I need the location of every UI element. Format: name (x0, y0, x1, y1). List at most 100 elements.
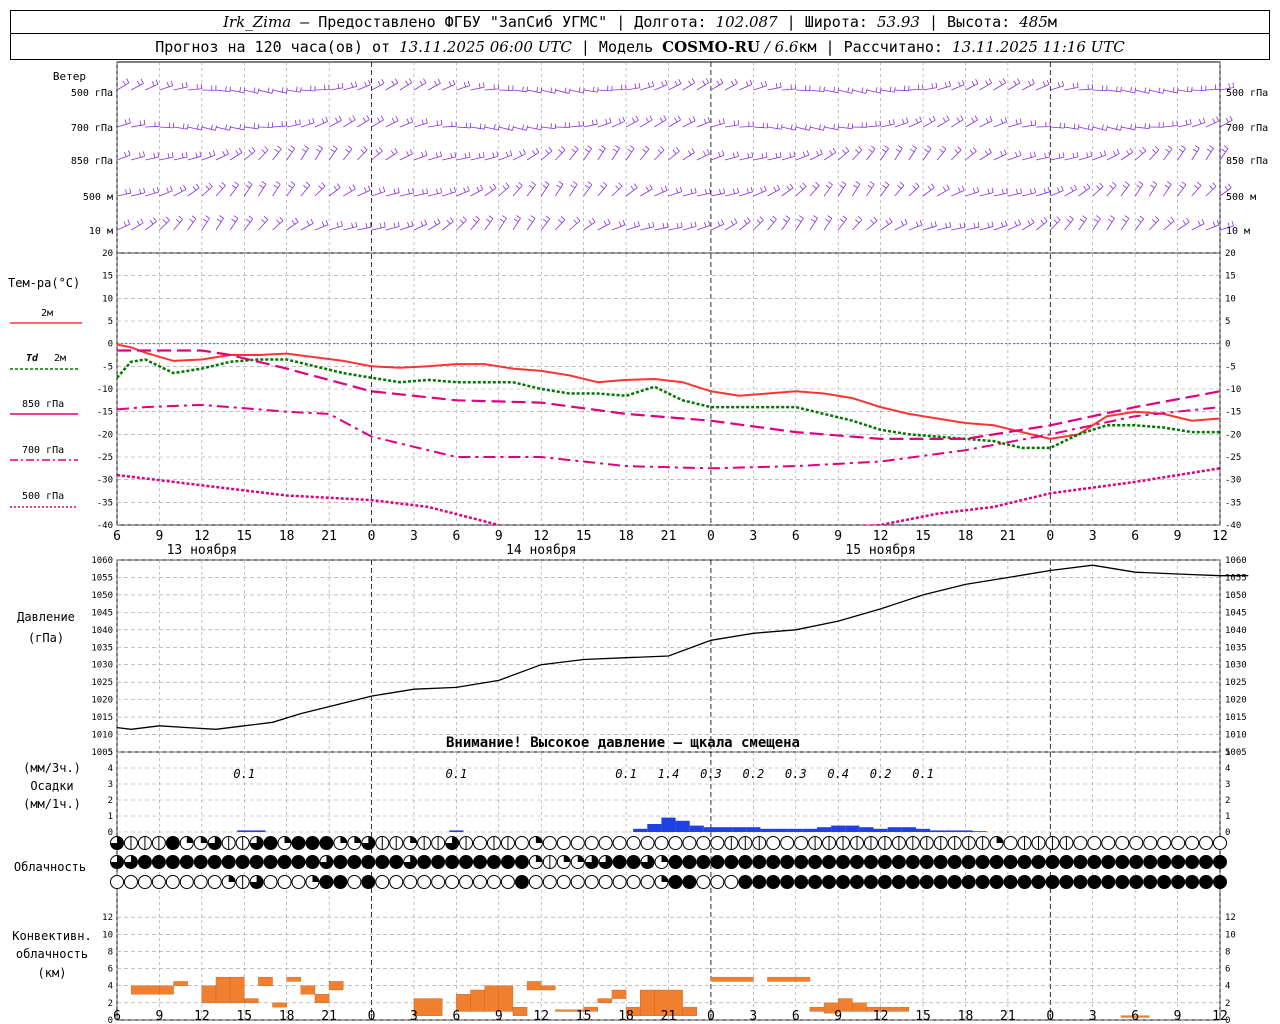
cloud-three-quarter (110, 836, 124, 850)
wind-barb (1163, 181, 1172, 197)
wind-barb (583, 217, 596, 231)
wind-barb (1163, 216, 1175, 231)
wind-barb (838, 123, 854, 130)
wind-barb (428, 119, 443, 128)
wind-barb (145, 121, 160, 128)
wind-barb (343, 115, 356, 128)
cloud-symbol (947, 875, 962, 889)
wind-barb (781, 83, 796, 91)
cloud-symbol (808, 836, 823, 850)
cloud-symbol (570, 836, 585, 850)
cloud-symbol (752, 855, 767, 869)
pres-tick-right: 1045 (1225, 608, 1247, 618)
cloud-symbol (375, 836, 390, 850)
cloud-circle (263, 855, 278, 869)
cloud-symbol (1031, 836, 1046, 850)
wind-barb (145, 79, 159, 91)
wind-barb (286, 119, 301, 128)
cloud-symbol (1087, 855, 1102, 869)
cloud-symbol (221, 855, 236, 869)
cloud-three-quarter (250, 875, 264, 889)
header-station-line: Irk_Zima – Предоставлено ФГБУ "ЗапСиб УГ… (10, 10, 1270, 34)
precip-bar (845, 825, 860, 832)
wind-label: Ветер (53, 70, 86, 83)
precip-bar (675, 820, 690, 832)
cloud-circle (682, 855, 697, 869)
hour-label-top: 9 (156, 529, 164, 544)
conv-bar (484, 985, 500, 1012)
cloud-symbol (542, 875, 557, 889)
conv-bar (852, 1002, 867, 1012)
temp-tick-right: 20 (1225, 249, 1236, 259)
cloud-three-quarter (599, 855, 613, 869)
cloud-symbol (473, 836, 488, 850)
wind-barb (286, 217, 299, 231)
cloud-circle (333, 875, 348, 889)
hour-label-top: 9 (1174, 529, 1182, 544)
cloud-symbol (794, 875, 809, 889)
cloud-symbol (822, 836, 837, 850)
cloud-circle (849, 855, 864, 869)
prec-tick-left: 1 (108, 812, 113, 822)
conv-bar (512, 1006, 528, 1016)
conv-tick-left: 0 (108, 1016, 113, 1024)
pressure-label: Давление (17, 610, 75, 624)
precip-bar (661, 817, 676, 832)
wind-barb (880, 119, 895, 128)
wind-barb (611, 182, 623, 197)
cloud-symbol (626, 855, 641, 869)
conv-label-2: облачность (16, 947, 88, 961)
cloud-circle (668, 836, 683, 850)
cloud-symbol (1185, 836, 1200, 850)
wind-barb (1120, 215, 1130, 231)
hour-label-top: 15 (576, 529, 592, 544)
wind-barb (1134, 146, 1147, 161)
wind-barb (343, 221, 358, 231)
wind-barb (1205, 84, 1221, 91)
wind-barb (795, 150, 810, 161)
cloud-symbol (933, 836, 948, 850)
cloud-symbol (333, 875, 348, 889)
wind-barb (696, 149, 710, 161)
wind-barb (328, 115, 342, 128)
wind-barb (823, 181, 833, 197)
cloud-symbol (1171, 836, 1186, 850)
wind-barb (512, 149, 526, 161)
cloud-quarter (186, 836, 194, 843)
wind-barb (230, 124, 246, 131)
cloud-symbol (933, 875, 948, 889)
wind-barb (738, 217, 751, 231)
wind-barb (540, 181, 550, 197)
wind-barb (484, 124, 500, 131)
cloud-symbol (961, 836, 976, 850)
cloud-symbol (207, 855, 222, 869)
wind-barb (894, 145, 903, 161)
cloud-symbol (696, 855, 711, 869)
wind-barb (555, 181, 564, 197)
pres-tick-left: 1010 (91, 731, 113, 741)
hour-label-top: 0 (1046, 529, 1054, 544)
precip-bar (732, 827, 747, 832)
wind-barb (1177, 86, 1193, 93)
cloud-symbol (459, 855, 474, 869)
wind-barb (371, 79, 385, 91)
cloud-circle (431, 875, 446, 889)
wind-barb (1106, 124, 1123, 131)
precip-bar (237, 830, 252, 832)
cloud-circle (1129, 855, 1144, 869)
upper-frame (116, 61, 1221, 526)
wind-barb (116, 219, 131, 231)
cloud-circle (766, 875, 781, 889)
precip-bar (859, 827, 874, 832)
altitude-label: | Высота: (919, 13, 1020, 31)
wind-barb (342, 145, 353, 161)
cloud-symbol (1003, 875, 1018, 889)
cloud-symbol (179, 875, 194, 889)
cloud-circle (1087, 836, 1102, 850)
pres-tick-left: 1005 (91, 748, 113, 758)
wind-barb (300, 85, 316, 92)
cloud-symbol (514, 875, 529, 889)
wind-barb (682, 187, 697, 197)
wind-barb (1050, 185, 1064, 197)
wind-barb (1007, 219, 1021, 231)
